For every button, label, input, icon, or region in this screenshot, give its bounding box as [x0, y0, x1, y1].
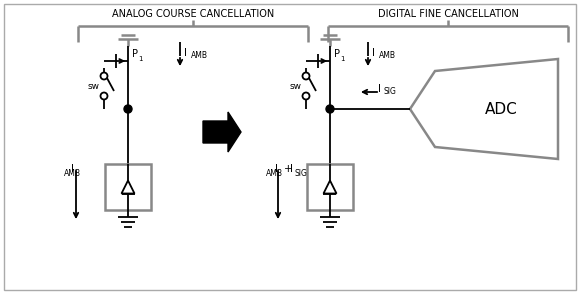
Circle shape — [303, 73, 310, 79]
FancyBboxPatch shape — [4, 4, 576, 290]
Polygon shape — [203, 112, 241, 152]
Text: AMB: AMB — [63, 168, 81, 178]
Circle shape — [124, 105, 132, 113]
Text: AMB: AMB — [190, 51, 208, 60]
Bar — [307, 164, 353, 210]
Text: sw: sw — [88, 81, 100, 91]
Text: P: P — [334, 49, 340, 59]
Text: AMB: AMB — [266, 168, 283, 178]
Text: I: I — [184, 48, 187, 58]
Text: ANALOG COURSE CANCELLATION: ANALOG COURSE CANCELLATION — [112, 9, 274, 19]
Text: I: I — [275, 164, 278, 174]
Text: 1: 1 — [340, 56, 345, 62]
Circle shape — [303, 93, 310, 99]
Text: 1: 1 — [138, 56, 143, 62]
Text: SIG: SIG — [384, 87, 397, 96]
Text: sw: sw — [290, 81, 302, 91]
Circle shape — [100, 93, 107, 99]
Text: I: I — [71, 164, 74, 174]
Text: +: + — [284, 164, 293, 174]
Text: I: I — [290, 164, 293, 174]
Bar — [105, 164, 151, 210]
Text: I: I — [372, 48, 375, 58]
Text: DIGITAL FINE CANCELLATION: DIGITAL FINE CANCELLATION — [378, 9, 519, 19]
Text: ADC: ADC — [485, 101, 518, 116]
Circle shape — [326, 105, 334, 113]
Text: SIG: SIG — [295, 168, 308, 178]
Text: AMB: AMB — [379, 51, 396, 60]
Circle shape — [100, 73, 107, 79]
Text: P: P — [132, 49, 138, 59]
Text: I: I — [378, 84, 381, 94]
